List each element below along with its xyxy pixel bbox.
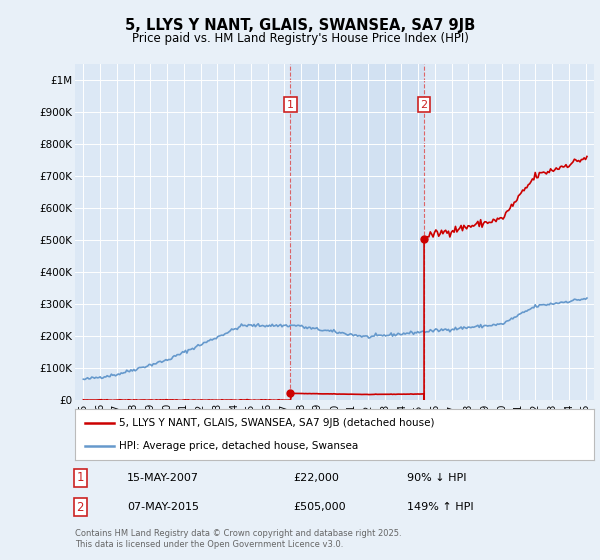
Text: Contains HM Land Registry data © Crown copyright and database right 2025.
This d: Contains HM Land Registry data © Crown c… <box>75 529 401 549</box>
Bar <box>290 64 424 400</box>
Text: 1: 1 <box>287 100 294 110</box>
Text: 149% ↑ HPI: 149% ↑ HPI <box>407 502 474 512</box>
Text: HPI: Average price, detached house, Swansea: HPI: Average price, detached house, Swan… <box>119 441 358 451</box>
Text: 2: 2 <box>76 501 84 514</box>
Text: 2: 2 <box>421 100 428 110</box>
Text: 1: 1 <box>76 471 84 484</box>
Text: 90% ↓ HPI: 90% ↓ HPI <box>407 473 467 483</box>
Text: 07-MAY-2015: 07-MAY-2015 <box>127 502 199 512</box>
Text: Price paid vs. HM Land Registry's House Price Index (HPI): Price paid vs. HM Land Registry's House … <box>131 32 469 45</box>
Text: 5, LLYS Y NANT, GLAIS, SWANSEA, SA7 9JB (detached house): 5, LLYS Y NANT, GLAIS, SWANSEA, SA7 9JB … <box>119 418 434 428</box>
Text: £22,000: £22,000 <box>293 473 339 483</box>
Text: 15-MAY-2007: 15-MAY-2007 <box>127 473 199 483</box>
Text: £505,000: £505,000 <box>293 502 346 512</box>
Text: 5, LLYS Y NANT, GLAIS, SWANSEA, SA7 9JB: 5, LLYS Y NANT, GLAIS, SWANSEA, SA7 9JB <box>125 18 475 33</box>
